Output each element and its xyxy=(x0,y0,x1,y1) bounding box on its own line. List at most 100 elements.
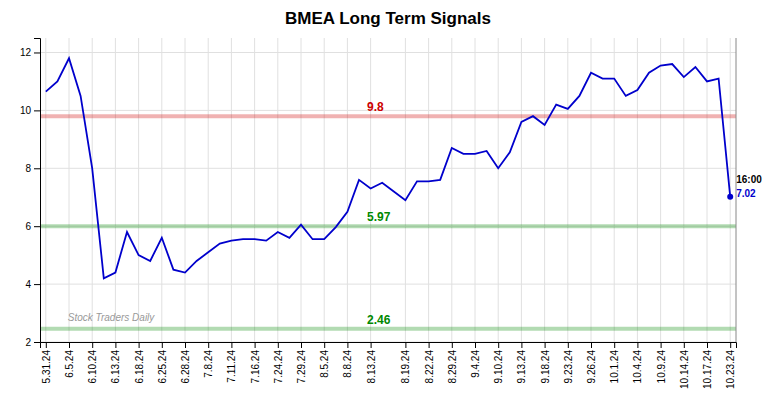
x-tick-label: 6.13.24 xyxy=(110,350,121,384)
x-tick-mark xyxy=(371,342,372,348)
grid-line xyxy=(254,38,255,342)
x-tick-label: 8.13.24 xyxy=(366,350,377,384)
grid-line xyxy=(161,38,162,342)
y-tick: 8 xyxy=(25,163,40,174)
x-tick: 10.14.24 xyxy=(679,342,690,389)
x-tick-mark xyxy=(162,342,163,348)
x-tick-label: 10.1.24 xyxy=(609,350,620,384)
x-tick-mark xyxy=(475,342,476,348)
reference-label: 5.97 xyxy=(367,210,391,224)
x-axis-line xyxy=(41,343,737,349)
grid-line xyxy=(208,38,209,342)
grid-line xyxy=(324,38,325,342)
y-tick: 10 xyxy=(20,105,40,116)
x-tick: 10.23.24 xyxy=(725,342,736,389)
x-tick-label: 9.4.24 xyxy=(470,350,481,378)
grid-line xyxy=(591,38,592,342)
grid-line xyxy=(92,38,93,342)
x-tick-mark xyxy=(301,342,302,348)
reference-label: 9.8 xyxy=(367,100,384,114)
y-tick-label: 12 xyxy=(20,47,32,58)
x-tick: 7.11.24 xyxy=(226,342,237,383)
x-tick-label: 10.17.24 xyxy=(702,350,713,389)
x-tick: 6.5.24 xyxy=(64,342,75,378)
grid-line xyxy=(428,38,429,342)
x-tick-mark xyxy=(69,342,70,348)
y-tick: 4 xyxy=(25,279,40,290)
plot: 2 4 6 8 10 12 5.31.24 6.5.24 6.10.24 6.13.24 6.18.… xyxy=(20,38,762,389)
x-tick: 9.4.24 xyxy=(470,342,481,378)
x-tick: 9.13.24 xyxy=(516,342,527,383)
x-tick-label: 8.29.24 xyxy=(447,350,458,384)
x-tick: 7.8.24 xyxy=(203,342,214,378)
grid-line xyxy=(40,226,736,227)
x-tick-label: 10.9.24 xyxy=(656,350,667,384)
grid-line xyxy=(475,38,476,342)
x-tick: 6.28.24 xyxy=(180,342,191,383)
x-tick: 6.25.24 xyxy=(157,342,168,383)
grid-line xyxy=(498,38,499,342)
y-tick-label: 10 xyxy=(20,105,32,116)
x-tick-mark xyxy=(405,342,406,348)
x-tick: 5.31.24 xyxy=(41,342,52,383)
y-tick-mark xyxy=(34,110,40,111)
x-tick: 9.26.24 xyxy=(586,342,597,383)
x-tick: 6.10.24 xyxy=(87,342,98,383)
x-tick: 8.13.24 xyxy=(366,342,377,383)
x-tick: 10.1.24 xyxy=(609,342,620,383)
x-tick: 9.23.24 xyxy=(563,342,574,383)
x-tick: 10.17.24 xyxy=(702,342,713,389)
x-tick-label: 10.23.24 xyxy=(725,350,736,389)
reference-line xyxy=(40,224,736,228)
x-tick: 8.29.24 xyxy=(447,342,458,383)
grid-line xyxy=(40,110,736,111)
y-axis: 2 4 6 8 10 12 xyxy=(20,39,41,348)
x-tick: 10.9.24 xyxy=(656,342,667,383)
x-tick-label: 6.25.24 xyxy=(157,350,168,384)
x-tick-label: 6.28.24 xyxy=(180,350,191,384)
y-tick-mark xyxy=(34,168,40,169)
x-tick-label: 8.8.24 xyxy=(342,350,353,378)
x-tick-mark xyxy=(661,342,662,348)
last-point xyxy=(727,194,733,200)
grid-line xyxy=(40,284,736,285)
end-label: 7.02 xyxy=(736,188,756,199)
end-label: 16:00 xyxy=(736,174,762,185)
grid-line xyxy=(347,38,348,342)
grid-line xyxy=(277,38,278,342)
grid-line xyxy=(370,38,371,342)
x-tick-label: 8.5.24 xyxy=(319,350,330,378)
grid-line xyxy=(614,38,615,342)
y-tick: 12 xyxy=(20,47,40,58)
x-tick-label: 9.10.24 xyxy=(493,350,504,384)
annotations: 9.85.972.4616:007.02Stock Traders Daily xyxy=(68,100,762,327)
x-tick: 8.8.24 xyxy=(342,342,353,378)
y-tick: 6 xyxy=(25,221,40,232)
x-tick-mark xyxy=(452,342,453,348)
x-tick-mark xyxy=(255,342,256,348)
grid-line xyxy=(637,38,638,342)
x-tick-label: 7.16.24 xyxy=(250,350,261,384)
x-tick: 6.18.24 xyxy=(134,342,145,383)
chart: 2 4 6 8 10 12 5.31.24 6.5.24 6.10.24 6.13.24 6.18.… xyxy=(0,0,784,398)
y-tick-label: 2 xyxy=(25,337,31,348)
x-tick: 9.18.24 xyxy=(540,342,551,383)
x-tick-mark xyxy=(46,342,47,348)
x-tick-mark xyxy=(545,342,546,348)
x-tick: 7.29.24 xyxy=(296,342,307,383)
x-tick-mark xyxy=(115,342,116,348)
x-tick-mark xyxy=(521,342,522,348)
x-tick-mark xyxy=(637,342,638,348)
x-tick: 7.16.24 xyxy=(250,342,261,383)
y-tick-mark xyxy=(34,52,40,53)
x-tick-label: 8.19.24 xyxy=(400,350,411,384)
x-tick-mark xyxy=(92,342,93,348)
grid-line xyxy=(69,38,70,342)
x-tick-mark xyxy=(730,342,731,348)
y-tick-label: 4 xyxy=(25,279,31,290)
x-tick-label: 7.24.24 xyxy=(273,350,284,384)
x-tick-mark xyxy=(498,342,499,348)
x-tick-mark xyxy=(591,342,592,348)
grid-line xyxy=(451,38,452,342)
y-tick-mark xyxy=(34,284,40,285)
